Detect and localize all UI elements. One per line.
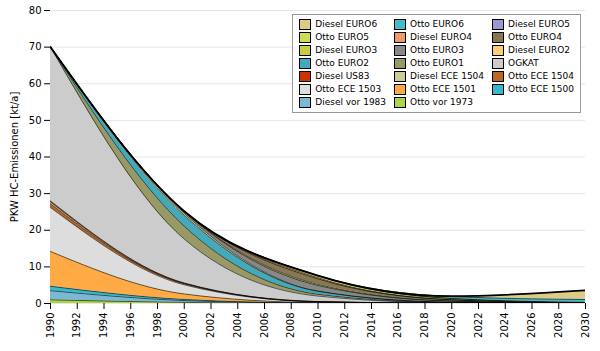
svg-text:2022: 2022 bbox=[473, 313, 484, 338]
html-text:Diesel US83: Diesel US83 bbox=[315, 71, 370, 81]
html-text:Otto EURO3: Otto EURO3 bbox=[410, 45, 464, 55]
html-text:Otto EURO1: Otto EURO1 bbox=[410, 58, 464, 68]
svg-text:1990: 1990 bbox=[45, 313, 56, 338]
svg-text:2008: 2008 bbox=[285, 313, 296, 338]
html-text:Diesel EURO6: Diesel EURO6 bbox=[315, 19, 378, 29]
svg-text:50: 50 bbox=[29, 115, 42, 126]
svg-text:2020: 2020 bbox=[446, 313, 457, 338]
svg-text:2018: 2018 bbox=[419, 313, 430, 338]
svg-text:2000: 2000 bbox=[178, 313, 189, 338]
html-text:Diesel EURO5: Diesel EURO5 bbox=[508, 19, 570, 29]
html-text:Otto ECE 1503: Otto ECE 1503 bbox=[315, 84, 382, 94]
svg-text:2014: 2014 bbox=[366, 313, 377, 338]
svg-text:2010: 2010 bbox=[312, 313, 323, 338]
html-text:Diesel EURO4: Diesel EURO4 bbox=[410, 32, 472, 42]
svg-text:1992: 1992 bbox=[71, 313, 82, 338]
svg-text:2030: 2030 bbox=[580, 313, 591, 338]
svg-text:2006: 2006 bbox=[259, 313, 270, 338]
svg-text:2028: 2028 bbox=[553, 313, 564, 338]
html-text:Otto EURO5: Otto EURO5 bbox=[315, 32, 370, 42]
html-text:Diesel EURO3: Diesel EURO3 bbox=[315, 45, 378, 55]
html-text:Otto ECE 1504: Otto ECE 1504 bbox=[508, 71, 574, 81]
html-text:Diesel ECE 1504: Diesel ECE 1504 bbox=[410, 71, 485, 81]
svg-text:2002: 2002 bbox=[205, 313, 216, 338]
svg-text:2024: 2024 bbox=[499, 313, 510, 338]
html-text:Otto EURO6: Otto EURO6 bbox=[410, 19, 464, 29]
html-text:Otto vor 1973: Otto vor 1973 bbox=[410, 97, 473, 107]
svg-text:1994: 1994 bbox=[98, 313, 109, 338]
html-text:Otto EURO4: Otto EURO4 bbox=[508, 32, 562, 42]
svg-text:1998: 1998 bbox=[152, 313, 163, 338]
svg-text:2016: 2016 bbox=[392, 313, 403, 338]
svg-text:60: 60 bbox=[29, 78, 42, 89]
html-text:Otto ECE 1500: Otto ECE 1500 bbox=[508, 84, 574, 94]
svg-text:2004: 2004 bbox=[232, 313, 243, 338]
html-text:Otto EURO2: Otto EURO2 bbox=[315, 58, 370, 68]
html-text:Diesel EURO2: Diesel EURO2 bbox=[508, 45, 570, 55]
svg-text:1996: 1996 bbox=[125, 313, 136, 338]
svg-text:20: 20 bbox=[29, 224, 42, 235]
svg-text:2026: 2026 bbox=[526, 313, 537, 338]
svg-text:0: 0 bbox=[35, 298, 41, 309]
svg-text:30: 30 bbox=[29, 188, 42, 199]
svg-text:70: 70 bbox=[29, 41, 42, 52]
html-text:Diesel vor 1983: Diesel vor 1983 bbox=[315, 97, 387, 107]
svg-text:80: 80 bbox=[29, 5, 42, 16]
html-text:Otto ECE 1501: Otto ECE 1501 bbox=[410, 84, 476, 94]
html-text:OGKAT: OGKAT bbox=[508, 58, 539, 68]
svg-text:2012: 2012 bbox=[339, 313, 350, 338]
svg-text:40: 40 bbox=[29, 151, 42, 162]
svg-text:PKW HC-Emissionen [kt/a]: PKW HC-Emissionen [kt/a] bbox=[9, 92, 20, 223]
svg-text:10: 10 bbox=[29, 261, 42, 272]
